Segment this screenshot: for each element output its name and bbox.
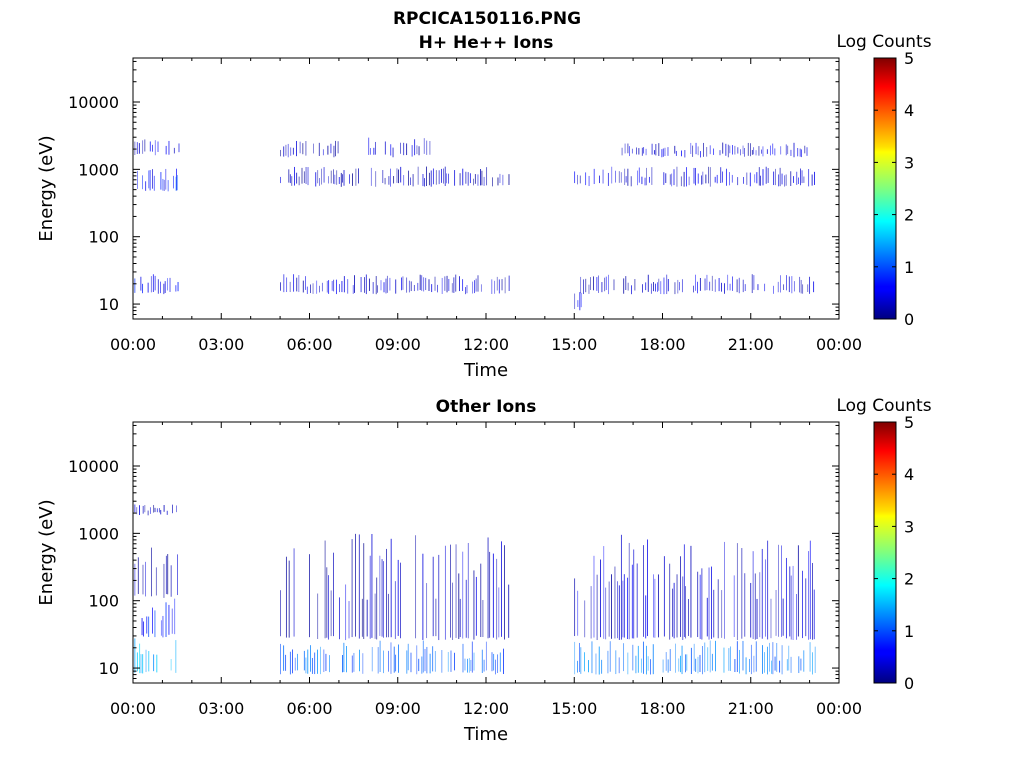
y-tick-label: 10 xyxy=(99,659,119,678)
colorbar: Log Counts 0 1 2 3 4 5 xyxy=(836,396,931,693)
panel-h-he-ions: H+ He++ Ions 00:00 03:00 06:00 09:00 12:00 15:… xyxy=(36,32,932,381)
plot-frame xyxy=(132,57,840,320)
data-band xyxy=(574,292,582,311)
x-tick-label: 00:00 xyxy=(816,699,862,718)
panel-title: Other Ions xyxy=(436,397,537,417)
colorbar-tick-label: 1 xyxy=(904,622,914,641)
y-tick-label: 10000 xyxy=(68,457,119,476)
colorbar-tick-label: 4 xyxy=(904,465,914,484)
data-band xyxy=(141,598,176,638)
colorbar-tick-label: 3 xyxy=(904,153,914,172)
data-band xyxy=(134,504,177,516)
x-tick-label: 00:00 xyxy=(816,335,862,354)
y-axis-label: Energy (eV) xyxy=(36,499,57,605)
colorbar-tick-label: 0 xyxy=(904,674,914,693)
colorbar-tick-label: 2 xyxy=(904,206,914,225)
y-axis-label: Energy (eV) xyxy=(36,135,57,241)
x-tick-label: 18:00 xyxy=(639,699,685,718)
x-tick-label: 18:00 xyxy=(639,335,685,354)
panel-title: H+ He++ Ions xyxy=(419,33,554,53)
spectrogram-data xyxy=(134,137,815,311)
data-band xyxy=(280,274,510,295)
figure-title: RPCICA150116.PNG xyxy=(393,9,581,29)
panel-other-ions: Other Ions 00:00 03:00 06:00 09:00 12:00 15:00… xyxy=(36,396,932,745)
colorbar-tick-label: 5 xyxy=(904,49,914,68)
x-tick-label: 03:00 xyxy=(198,335,244,354)
data-band xyxy=(137,168,177,192)
data-band xyxy=(574,166,815,187)
x-tick-label: 00:00 xyxy=(110,699,156,718)
data-band xyxy=(134,274,179,295)
x-tick-label: 21:00 xyxy=(728,335,774,354)
x-axis-label: Time xyxy=(463,724,508,745)
y-tick-label: 10000 xyxy=(68,93,119,112)
colorbar-label: Log Counts xyxy=(836,32,931,52)
x-tick-label: 09:00 xyxy=(375,699,421,718)
x-tick-label: 09:00 xyxy=(375,335,421,354)
y-tick-label: 1000 xyxy=(78,160,119,179)
spectrogram-data xyxy=(134,504,816,675)
colorbar-tick-label: 3 xyxy=(904,517,914,536)
data-band xyxy=(280,533,510,641)
data-band xyxy=(621,142,808,158)
x-tick-label: 21:00 xyxy=(728,699,774,718)
data-band xyxy=(134,638,177,674)
y-tick-label: 100 xyxy=(88,592,119,611)
data-band xyxy=(368,137,431,158)
colorbar-tick-label: 0 xyxy=(904,310,914,329)
data-band xyxy=(134,547,178,598)
y-tick-label: 1000 xyxy=(78,524,119,543)
data-band xyxy=(574,534,815,641)
x-tick-label: 06:00 xyxy=(286,335,332,354)
x-axis-label: Time xyxy=(463,360,508,381)
x-tick-label: 06:00 xyxy=(286,699,332,718)
data-band xyxy=(580,274,815,295)
colorbar-tick-label: 4 xyxy=(904,101,914,120)
x-tick-label: 15:00 xyxy=(551,335,597,354)
x-tick-label: 12:00 xyxy=(463,335,509,354)
y-tick-label: 10 xyxy=(99,295,119,314)
data-band xyxy=(574,640,816,675)
colorbar-tick-label: 1 xyxy=(904,258,914,277)
x-tick-label: 00:00 xyxy=(110,335,156,354)
data-band xyxy=(175,175,179,191)
colorbar: Log Counts 0 1 2 3 4 5 xyxy=(836,32,931,329)
x-tick-label: 15:00 xyxy=(551,699,597,718)
data-band xyxy=(280,640,504,675)
data-band xyxy=(280,140,339,158)
data-band xyxy=(280,166,510,187)
data-band xyxy=(134,139,180,156)
x-tick-label: 12:00 xyxy=(463,699,509,718)
y-tick-label: 100 xyxy=(88,228,119,247)
colorbar-tick-label: 2 xyxy=(904,570,914,589)
x-tick-label: 03:00 xyxy=(198,699,244,718)
colorbar-label: Log Counts xyxy=(836,396,931,416)
colorbar-tick-label: 5 xyxy=(904,413,914,432)
